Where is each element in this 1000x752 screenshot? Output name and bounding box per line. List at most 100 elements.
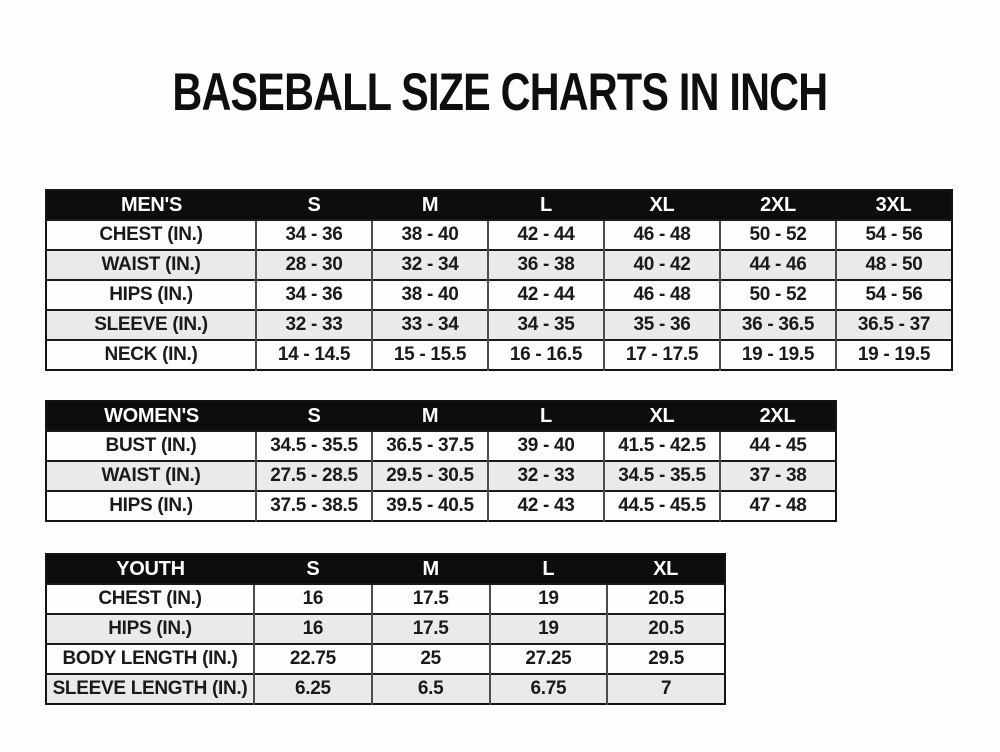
size-value: 34.5 - 35.5 <box>603 460 720 491</box>
table-row: SLEEVE LENGTH (IN.) 6.25 6.5 6.75 7 <box>46 673 725 704</box>
table-row: WAIST (IN.) 27.5 - 28.5 29.5 - 30.5 32 - 33… <box>46 460 836 491</box>
row-label: HIPS (IN.) <box>46 490 256 521</box>
size-value: 34 - 35 <box>487 309 604 340</box>
size-value: 32 - 34 <box>371 249 488 280</box>
size-value: 39 - 40 <box>487 430 604 461</box>
mens-size-table: MEN'S S M L XL 2XL 3XL CHEST (IN.) 34 - 36 38 - 4… <box>45 189 953 371</box>
size-value: 16 <box>253 613 372 644</box>
size-value: 37 - 38 <box>719 460 836 491</box>
size-value: 54 - 56 <box>835 279 952 310</box>
column-header-3xl: 3XL <box>836 190 952 220</box>
row-label: SLEEVE (IN.) <box>46 309 256 340</box>
size-value: 42 - 43 <box>487 490 604 521</box>
size-value: 28 - 30 <box>255 249 372 280</box>
table-header-row: YOUTH S M L XL <box>46 554 725 584</box>
table-row: CHEST (IN.) 16 17.5 19 20.5 <box>46 583 725 614</box>
size-value: 6.75 <box>488 673 608 704</box>
table-row: HIPS (IN.) 37.5 - 38.5 39.5 - 40.5 42 - 43 4… <box>46 490 836 521</box>
youth-size-table: YOUTH S M L XL CHEST (IN.) 16 17.5 19 20.5 HIPS (I… <box>45 553 726 705</box>
column-header-xl: XL <box>604 190 720 220</box>
size-value: 6.25 <box>253 673 372 704</box>
size-value: 42 - 44 <box>487 219 604 250</box>
size-value: 17.5 <box>370 583 490 614</box>
size-value: 35 - 36 <box>603 309 720 340</box>
size-value: 47 - 48 <box>719 490 836 521</box>
table-row: CHEST (IN.) 34 - 36 38 - 40 42 - 44 46 - 48 5… <box>46 219 952 250</box>
size-value: 20.5 <box>606 583 725 614</box>
row-label: SLEEVE LENGTH (IN.) <box>46 673 254 704</box>
size-value: 32 - 33 <box>255 309 372 340</box>
size-value: 17.5 <box>370 613 490 644</box>
column-header-l: L <box>489 554 608 584</box>
table-row: HIPS (IN.) 34 - 36 38 - 40 42 - 44 46 - 48 50… <box>46 279 952 310</box>
size-value: 6.5 <box>370 673 490 704</box>
table-header-row: WOMEN'S S M L XL 2XL <box>46 401 836 431</box>
row-label: HIPS (IN.) <box>46 613 254 644</box>
size-value: 22.75 <box>253 643 372 674</box>
table-title: MEN'S <box>46 190 256 220</box>
size-value: 38 - 40 <box>371 219 488 250</box>
size-value: 25 <box>370 643 490 674</box>
size-value: 19 <box>488 583 608 614</box>
size-value: 20.5 <box>606 613 725 644</box>
table-row: NECK (IN.) 14 - 14.5 15 - 15.5 16 - 16.5 17 … <box>46 339 952 370</box>
row-label: HIPS (IN.) <box>46 279 256 310</box>
size-value: 44.5 - 45.5 <box>603 490 720 521</box>
table-row: HIPS (IN.) 16 17.5 19 20.5 <box>46 613 725 644</box>
size-value: 19 - 19.5 <box>835 339 952 370</box>
column-header-s: S <box>256 190 372 220</box>
table-title: WOMEN'S <box>46 401 256 431</box>
size-value: 48 - 50 <box>835 249 952 280</box>
size-value: 29.5 <box>606 643 725 674</box>
row-label: BUST (IN.) <box>46 430 256 461</box>
size-value: 15 - 15.5 <box>371 339 488 370</box>
table-row: WAIST (IN.) 28 - 30 32 - 34 36 - 38 40 - 42 4… <box>46 249 952 280</box>
column-header-m: M <box>372 190 488 220</box>
size-value: 50 - 52 <box>719 219 836 250</box>
size-value: 54 - 56 <box>835 219 952 250</box>
column-header-s: S <box>256 401 372 431</box>
womens-size-table: WOMEN'S S M L XL 2XL BUST (IN.) 34.5 - 35.5 36.5… <box>45 400 837 522</box>
size-value: 27.5 - 28.5 <box>255 460 372 491</box>
table-row: BUST (IN.) 34.5 - 35.5 36.5 - 37.5 39 - 40 4… <box>46 430 836 461</box>
size-value: 36 - 36.5 <box>719 309 836 340</box>
size-value: 36 - 38 <box>487 249 604 280</box>
size-value: 32 - 33 <box>487 460 604 491</box>
table-header-row: MEN'S S M L XL 2XL 3XL <box>46 190 952 220</box>
size-value: 36.5 - 37.5 <box>371 430 488 461</box>
size-value: 14 - 14.5 <box>255 339 372 370</box>
row-label: BODY LENGTH (IN.) <box>46 643 254 674</box>
page-title: BASEBALL SIZE CHARTS IN INCH <box>0 66 1000 119</box>
page-title-text: BASEBALL SIZE CHARTS IN INCH <box>172 63 829 122</box>
size-value: 44 - 46 <box>719 249 836 280</box>
column-header-m: M <box>372 401 488 431</box>
size-value: 40 - 42 <box>603 249 720 280</box>
table-title: YOUTH <box>46 554 254 584</box>
size-value: 38 - 40 <box>371 279 488 310</box>
size-value: 44 - 45 <box>719 430 836 461</box>
column-header-m: M <box>371 554 490 584</box>
size-value: 33 - 34 <box>371 309 488 340</box>
size-value: 16 - 16.5 <box>487 339 604 370</box>
column-header-2xl: 2XL <box>720 190 836 220</box>
size-value: 39.5 - 40.5 <box>371 490 488 521</box>
size-value: 41.5 - 42.5 <box>603 430 720 461</box>
table-row: SLEEVE (IN.) 32 - 33 33 - 34 34 - 35 35 - 36… <box>46 309 952 340</box>
size-value: 34.5 - 35.5 <box>255 430 372 461</box>
size-value: 50 - 52 <box>719 279 836 310</box>
size-value: 29.5 - 30.5 <box>371 460 488 491</box>
column-header-l: L <box>488 401 604 431</box>
row-label: CHEST (IN.) <box>46 583 254 614</box>
row-label: NECK (IN.) <box>46 339 256 370</box>
column-header-xl: XL <box>607 554 725 584</box>
size-value: 7 <box>606 673 725 704</box>
row-label: CHEST (IN.) <box>46 219 256 250</box>
size-value: 37.5 - 38.5 <box>255 490 372 521</box>
size-value: 34 - 36 <box>255 219 372 250</box>
size-value: 19 - 19.5 <box>719 339 836 370</box>
row-label: WAIST (IN.) <box>46 460 256 491</box>
row-label: WAIST (IN.) <box>46 249 256 280</box>
column-header-s: S <box>254 554 372 584</box>
size-value: 46 - 48 <box>603 219 720 250</box>
